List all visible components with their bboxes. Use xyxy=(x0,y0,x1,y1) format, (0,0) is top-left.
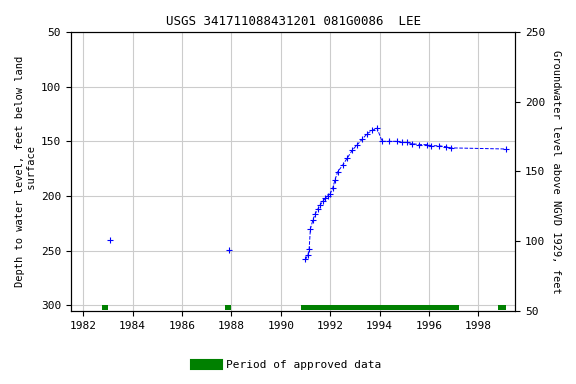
Point xyxy=(442,144,451,150)
Point xyxy=(422,142,431,148)
Point xyxy=(316,202,325,208)
Point xyxy=(343,155,352,161)
Y-axis label: Groundwater level above NGVD 1929, feet: Groundwater level above NGVD 1929, feet xyxy=(551,50,561,293)
Bar xyxy=(101,305,108,310)
Bar xyxy=(301,305,458,310)
Point xyxy=(392,138,401,144)
Point xyxy=(333,169,342,175)
Point xyxy=(301,257,310,263)
Point xyxy=(407,141,416,147)
Point xyxy=(331,177,340,183)
Bar xyxy=(498,305,506,310)
Point xyxy=(446,145,456,151)
Point xyxy=(224,247,233,253)
Point xyxy=(328,185,337,192)
Point xyxy=(367,127,377,134)
Point xyxy=(305,245,314,252)
Point xyxy=(397,139,407,146)
Point xyxy=(325,191,335,197)
Point xyxy=(348,147,357,153)
Point xyxy=(318,199,327,205)
Title: USGS 341711088431201 081G0086  LEE: USGS 341711088431201 081G0086 LEE xyxy=(166,15,420,28)
Point xyxy=(363,131,372,137)
Point xyxy=(415,142,424,148)
Point xyxy=(313,206,323,212)
Point xyxy=(308,217,317,223)
Point xyxy=(323,193,332,199)
Point xyxy=(304,252,313,258)
Point xyxy=(338,162,347,169)
Point xyxy=(377,138,386,144)
Point xyxy=(358,136,367,142)
Point xyxy=(105,237,115,243)
Point xyxy=(310,210,320,217)
Point xyxy=(306,226,315,232)
Point xyxy=(501,146,510,152)
Point xyxy=(434,142,444,149)
Point xyxy=(373,125,382,131)
Point xyxy=(353,142,362,148)
Legend: Period of approved data: Period of approved data xyxy=(191,356,385,375)
Y-axis label: Depth to water level, feet below land
 surface: Depth to water level, feet below land su… xyxy=(15,56,37,287)
Bar xyxy=(225,305,232,310)
Point xyxy=(402,139,411,146)
Point xyxy=(385,138,394,144)
Point xyxy=(321,195,330,201)
Point xyxy=(427,142,436,149)
